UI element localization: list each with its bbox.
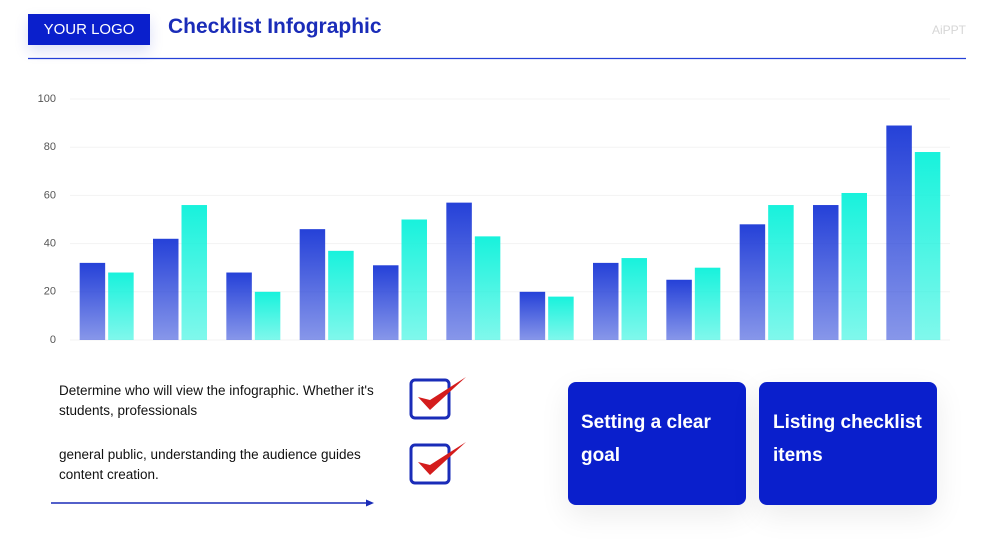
card: Listing checklist items	[759, 382, 937, 505]
y-tick-label: 80	[44, 141, 56, 153]
bar	[548, 296, 574, 340]
y-tick-label: 40	[44, 238, 56, 250]
check-icon	[409, 377, 466, 420]
y-tick-label: 60	[44, 189, 56, 201]
logo: YOUR LOGO	[28, 14, 150, 45]
page-title: Checklist Infographic	[168, 15, 382, 38]
bar	[841, 192, 867, 340]
check-icon	[409, 442, 466, 485]
bar	[519, 291, 546, 340]
bar	[621, 258, 647, 340]
y-tick-label: 100	[38, 93, 56, 105]
bar	[886, 125, 912, 340]
bar	[153, 238, 179, 340]
bar	[226, 272, 252, 340]
y-tick-label: 0	[50, 334, 56, 346]
bar	[666, 279, 692, 340]
bar	[181, 205, 207, 340]
bar	[593, 262, 619, 340]
bar	[694, 267, 721, 340]
y-tick-label: 20	[44, 286, 56, 298]
bar	[813, 205, 839, 340]
bar	[373, 265, 399, 340]
bar	[299, 229, 326, 340]
checklist-text: Determine who will view the infographic.…	[59, 383, 374, 418]
bar	[328, 250, 354, 340]
arrow-head	[366, 499, 374, 507]
bar	[401, 219, 427, 340]
brand: AiPPT	[931, 23, 966, 37]
card: Setting a clear goal	[568, 382, 746, 505]
bar	[79, 262, 106, 340]
bar	[108, 272, 134, 340]
bar	[254, 291, 281, 340]
bar	[914, 152, 941, 340]
checklist-text: general public, understanding the audien…	[59, 447, 361, 482]
bar	[739, 224, 766, 340]
bar	[446, 202, 472, 340]
bar	[768, 205, 794, 340]
bar	[474, 236, 501, 340]
